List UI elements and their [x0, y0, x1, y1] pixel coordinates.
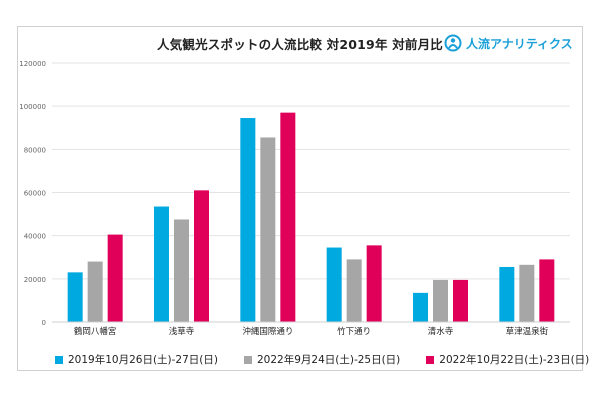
bar [154, 206, 169, 322]
bar [539, 259, 555, 322]
x-tick-label: 鶴岡八幡宮 [74, 326, 117, 337]
y-tick-label: 80000 [24, 146, 46, 154]
y-tick-label: 20000 [24, 276, 46, 284]
legend-swatch [243, 355, 252, 364]
x-axis-ticks: 鶴岡八幡宮 浅草寺 沖縄国際通り 竹下通り 清水寺 草津温泉街 [74, 326, 549, 337]
legend-item: 2019年10月26日(土)-27日(日) [55, 352, 218, 367]
bar [260, 137, 276, 322]
legend-swatch [426, 355, 435, 364]
legend-label: 2019年10月26日(土)-27日(日) [68, 354, 218, 366]
bar [194, 190, 209, 322]
bar [499, 266, 515, 322]
legend-label: 2022年9月24日(土)-25日(日) [256, 354, 401, 366]
legend-item: 2022年10月22日(土)-23日(日) [426, 352, 589, 367]
bar [453, 279, 468, 322]
legend: 2019年10月26日(土)-27日(日) 2022年9月24日(土)-25日(日… [55, 352, 600, 367]
y-tick-label: 120000 [19, 60, 46, 68]
bar [240, 118, 256, 322]
x-tick-label: 草津温泉街 [506, 326, 549, 337]
bar [87, 261, 103, 322]
y-axis-ticks: 0 20000 40000 60000 80000 100000 120000 [19, 60, 46, 327]
legend-item: 2022年9月24日(土)-25日(日) [243, 352, 401, 367]
bar [326, 247, 342, 322]
legend-label: 2022年10月22日(土)-23日(日) [439, 354, 590, 366]
bar [366, 245, 382, 322]
y-tick-label: 100000 [19, 103, 46, 111]
gridlines [52, 62, 570, 280]
brand-logo: 人流アナリティクス [444, 33, 573, 53]
bars [67, 112, 555, 323]
bar [519, 264, 535, 322]
x-tick-label: 浅草寺 [169, 326, 195, 337]
bar [413, 292, 428, 322]
chart-title: 人気観光スポットの人流比較 対2019年 対前月比 [157, 37, 443, 52]
brand-name: 人流アナリティクス [466, 36, 573, 51]
legend-swatch [55, 355, 63, 364]
x-tick-label: 清水寺 [428, 326, 454, 337]
x-tick-label: 竹下通り [337, 326, 371, 337]
bar [107, 234, 123, 322]
bar [346, 259, 362, 322]
brand-person-icon [444, 34, 462, 52]
y-tick-label: 60000 [24, 190, 46, 198]
bar [280, 112, 296, 323]
bar [174, 219, 189, 322]
bar [433, 279, 448, 322]
y-tick-label: 40000 [24, 233, 46, 241]
bar [67, 272, 83, 322]
x-tick-label: 沖縄国際通り [242, 326, 293, 337]
y-tick-label: 0 [42, 319, 46, 327]
